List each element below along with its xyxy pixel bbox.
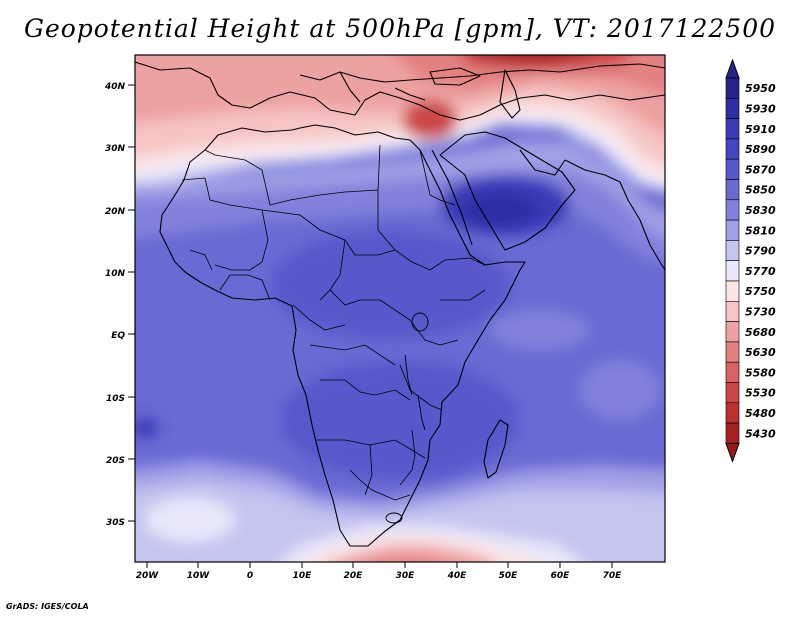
legend-swatch — [725, 382, 740, 404]
lon-label-70e: 70E — [603, 571, 623, 581]
lat-label-30n: 30N — [105, 144, 126, 154]
legend-label: 5790 — [745, 245, 776, 258]
legend-swatch — [725, 280, 740, 302]
lat-label-10s: 10S — [106, 394, 125, 404]
legend-label: 5530 — [745, 387, 776, 400]
legend-bottom-arrow — [725, 442, 740, 463]
lon-label-40e: 40E — [447, 571, 468, 581]
legend-label: 5810 — [745, 224, 776, 237]
lat-label-20s: 20S — [106, 456, 125, 466]
legend-label: 5890 — [745, 143, 776, 156]
legend-label: 5910 — [745, 123, 776, 136]
legend-label: 5950 — [745, 82, 776, 95]
lon-label-10w: 10W — [187, 571, 211, 581]
legend-swatch — [725, 158, 740, 180]
legend-swatch — [725, 118, 740, 140]
map-title: Geopotential Height at 500hPa [gpm], VT:… — [23, 14, 777, 43]
legend-swatch — [725, 219, 740, 241]
map-frame — [134, 54, 666, 563]
lon-label-30e: 30E — [396, 571, 416, 581]
legend-swatch — [725, 138, 740, 160]
legend-label: 5630 — [745, 346, 776, 359]
legend-label: 5870 — [745, 163, 776, 176]
legend-label: 5580 — [745, 366, 776, 379]
legend-swatch — [725, 260, 740, 282]
lat-label-eq: EQ — [111, 331, 125, 341]
lon-label-60e: 60E — [551, 571, 571, 581]
legend-swatch — [725, 422, 740, 444]
lon-label-50e: 50E — [499, 571, 519, 581]
legend-swatch — [725, 240, 740, 261]
credit-label: GrADS: IGES/COLA — [6, 602, 89, 611]
legend-label: 5830 — [745, 204, 776, 217]
legend-label: 5930 — [745, 102, 776, 115]
lon-label-20w: 20W — [136, 571, 160, 581]
lat-label-10n: 10N — [105, 269, 126, 279]
lon-label-0: 0 — [247, 571, 253, 581]
lat-label-20n: 20N — [105, 207, 126, 217]
legend-label: 5430 — [745, 427, 776, 440]
legend-label: 5750 — [745, 285, 776, 298]
legend-swatch — [725, 321, 740, 343]
legend-top-arrow — [725, 58, 740, 79]
legend-label: 5480 — [745, 407, 776, 420]
legend-swatch — [725, 199, 740, 221]
legend-label: 5730 — [745, 305, 776, 318]
legend-label: 5680 — [745, 326, 776, 339]
lat-label-30s: 30S — [106, 518, 125, 528]
legend-swatch — [725, 77, 740, 99]
legend-swatch — [725, 341, 740, 363]
legend-label: 5770 — [745, 265, 776, 278]
lon-label-20e: 20E — [344, 571, 364, 581]
legend-swatch — [725, 300, 740, 322]
legend-swatch — [725, 361, 740, 383]
lon-label-10e: 10E — [293, 571, 313, 581]
legend-swatch — [725, 98, 740, 119]
lat-label-40n: 40N — [104, 82, 126, 92]
legend-swatch — [725, 179, 740, 201]
legend-label: 5850 — [745, 184, 776, 197]
legend-swatch — [725, 402, 740, 424]
